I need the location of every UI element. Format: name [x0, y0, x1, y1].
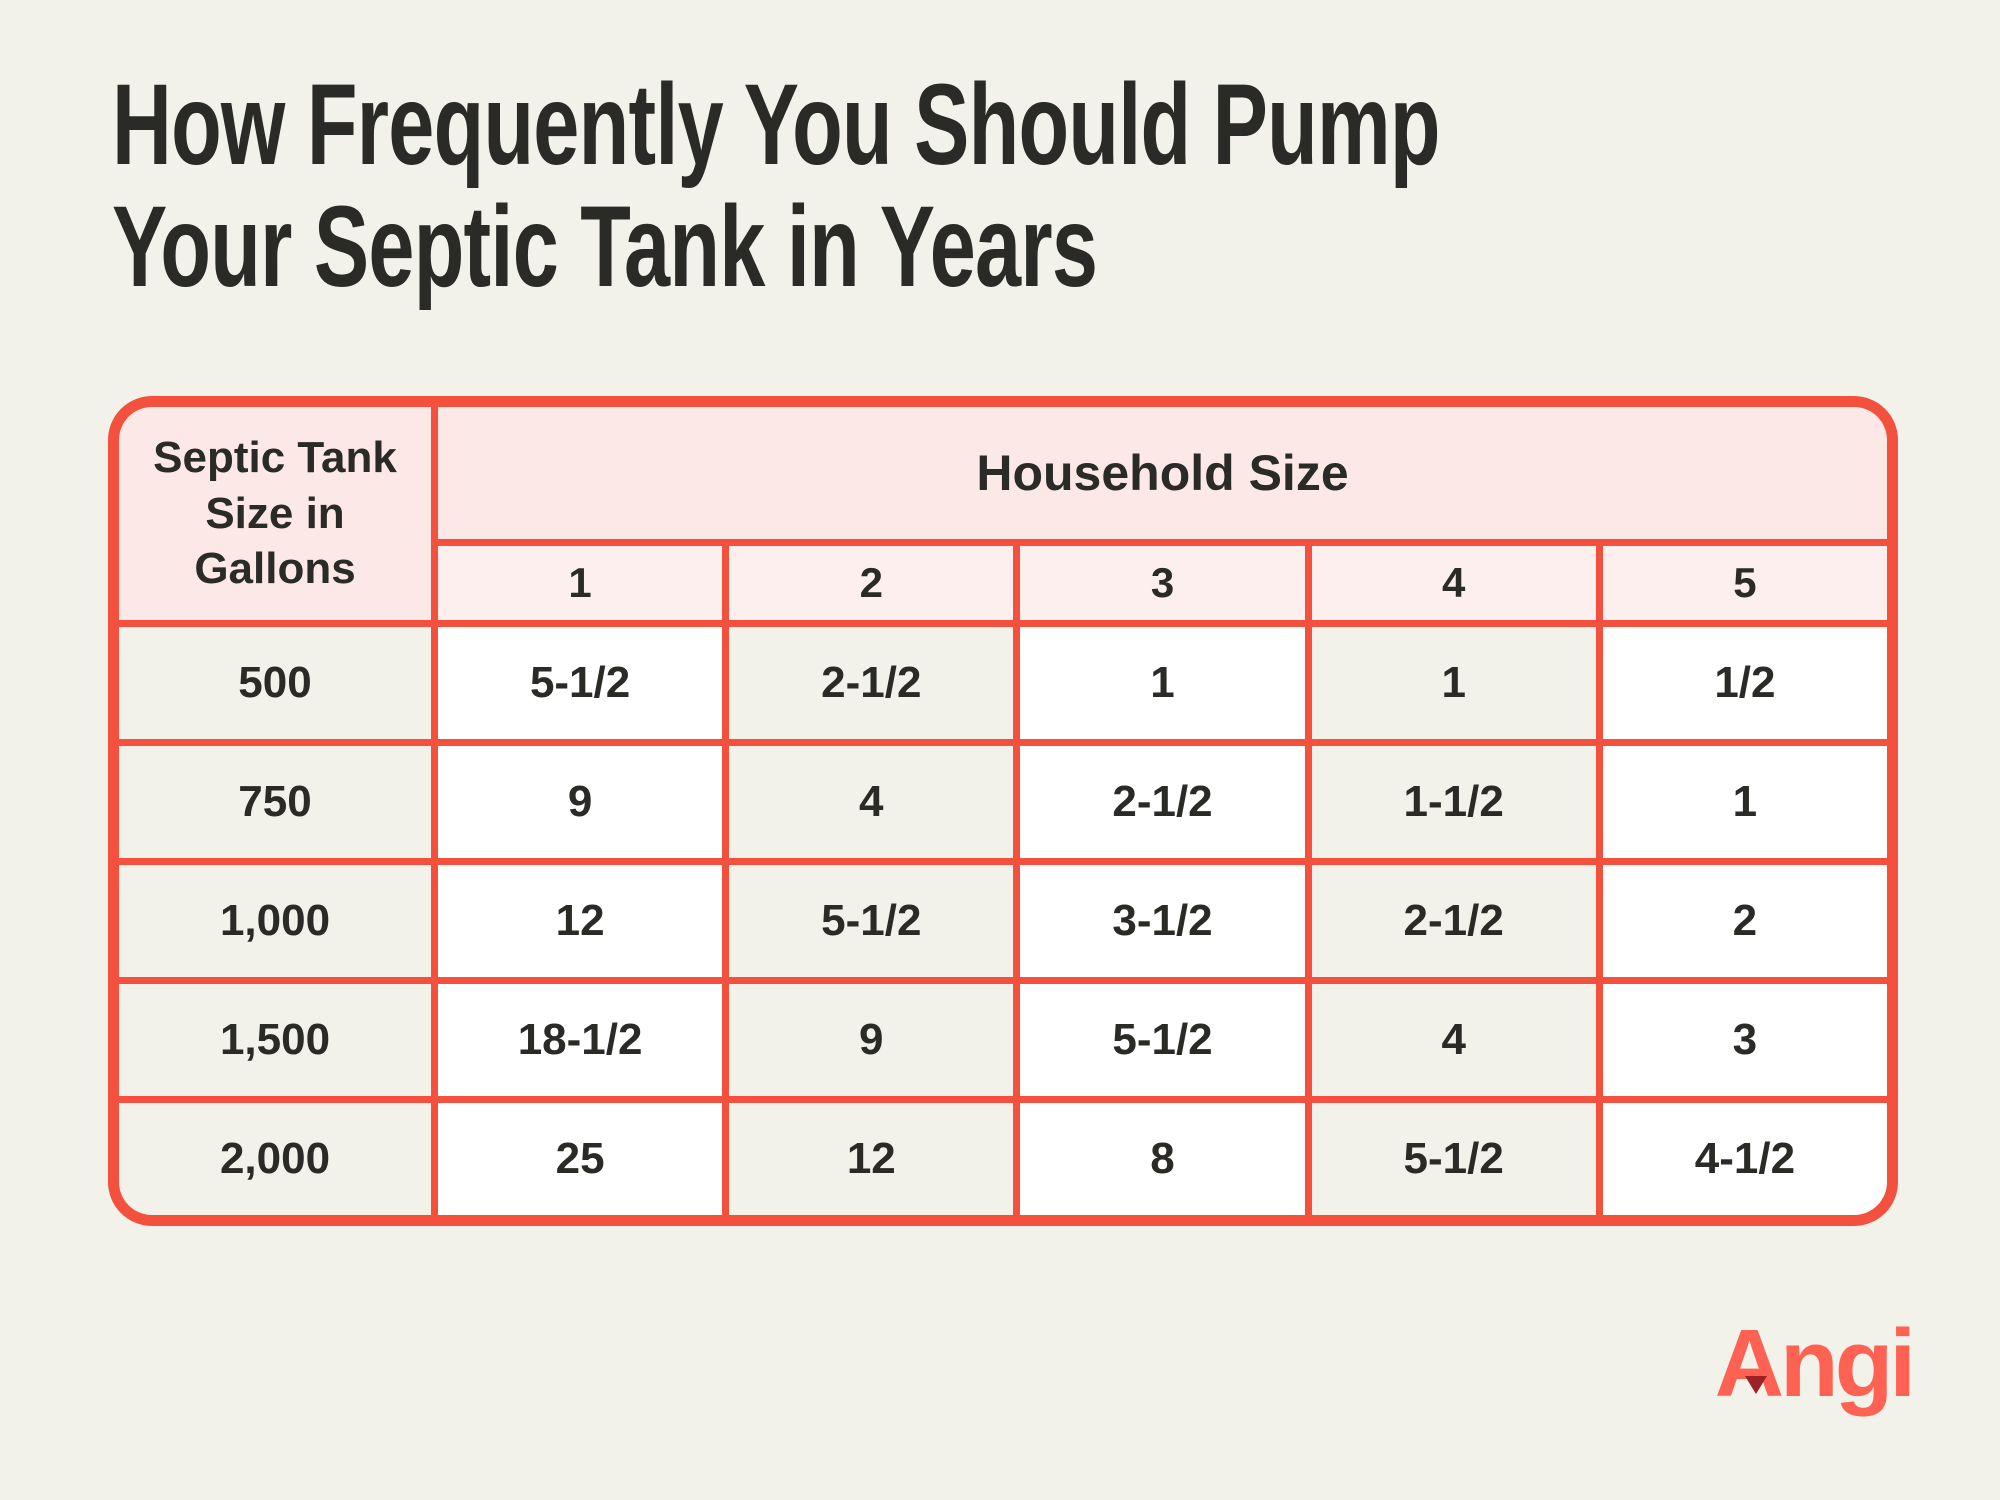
- row-label-1500: 1,500: [119, 984, 431, 1096]
- row-label-750: 750: [119, 746, 431, 858]
- column-group-header: Household Size: [438, 407, 1887, 539]
- table-cell-2000-3: 8: [1020, 1103, 1305, 1215]
- angi-logo-text: Angi: [1714, 1310, 1916, 1417]
- table-cell-1500-3: 5-1/2: [1020, 984, 1305, 1096]
- table-cell-1500-1: 18-1/2: [438, 984, 723, 1096]
- column-header-3: 3: [1020, 546, 1305, 620]
- table-cell-1500-2: 9: [729, 984, 1014, 1096]
- table-cell-750-2: 4: [729, 746, 1014, 858]
- table-cell-750-3: 2-1/2: [1020, 746, 1305, 858]
- table-cell-1000-1: 12: [438, 865, 723, 977]
- page-title-line-2: Your Septic Tank in Years: [112, 183, 1098, 311]
- table-cell-2000-1: 25: [438, 1103, 723, 1215]
- table-cell-500-2: 2-1/2: [729, 627, 1014, 739]
- table-cell-750-4: 1-1/2: [1311, 746, 1596, 858]
- table-cell-500-1: 5-1/2: [438, 627, 723, 739]
- table-cell-1000-3: 3-1/2: [1020, 865, 1305, 977]
- row-label-1000: 1,000: [119, 865, 431, 977]
- column-header-5: 5: [1602, 546, 1887, 620]
- table-cell-2000-2: 12: [729, 1103, 1014, 1215]
- table-cell-1500-4: 4: [1311, 984, 1596, 1096]
- table-cell-500-4: 1: [1311, 627, 1596, 739]
- column-header-1: 1: [438, 546, 723, 620]
- page-title-line-1: How Frequently You Should Pump: [112, 61, 1440, 189]
- row-label-500: 500: [119, 627, 431, 739]
- column-header-2: 2: [729, 546, 1014, 620]
- table-cell-1500-5: 3: [1602, 984, 1887, 1096]
- table-cell-1000-5: 2: [1602, 865, 1887, 977]
- table-cell-500-3: 1: [1020, 627, 1305, 739]
- page-title: How Frequently You Should Pump Your Sept…: [112, 64, 1552, 308]
- column-header-4: 4: [1311, 546, 1596, 620]
- row-group-header: Septic Tank Size in Gallons: [119, 407, 431, 620]
- table-cell-2000-4: 5-1/2: [1311, 1103, 1596, 1215]
- table-cell-500-5: 1/2: [1602, 627, 1887, 739]
- table-cell-1000-4: 2-1/2: [1311, 865, 1596, 977]
- angi-logo: Angi: [1715, 1316, 1916, 1412]
- row-label-2000: 2,000: [119, 1103, 431, 1215]
- table-cell-750-1: 9: [438, 746, 723, 858]
- table-cell-1000-2: 5-1/2: [729, 865, 1014, 977]
- table-cell-2000-5: 4-1/2: [1602, 1103, 1887, 1215]
- angi-logo-accent: [1744, 1376, 1767, 1394]
- pump-frequency-table: Septic Tank Size in Gallons Household Si…: [108, 396, 1898, 1226]
- table-cell-750-5: 1: [1602, 746, 1887, 858]
